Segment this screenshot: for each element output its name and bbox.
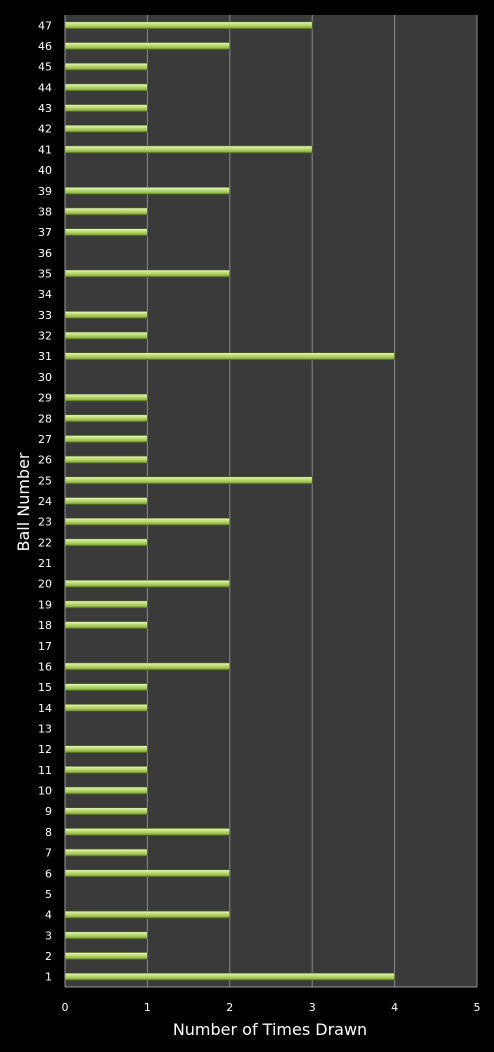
bar xyxy=(64,579,231,588)
bar xyxy=(64,455,148,464)
bar xyxy=(64,476,313,485)
bar xyxy=(64,600,148,609)
bar xyxy=(64,435,148,443)
y-tick-label: 4 xyxy=(45,909,52,922)
y-axis-title: Ball Number xyxy=(14,452,33,551)
bar xyxy=(64,186,231,195)
y-tick-label: 42 xyxy=(38,123,52,136)
x-axis-title: Number of Times Drawn xyxy=(173,1020,367,1039)
bar xyxy=(64,352,395,361)
bar xyxy=(64,869,231,878)
x-tick-labels: 0 1 2 3 4 5 xyxy=(62,1001,481,1014)
bar xyxy=(64,21,313,30)
bar xyxy=(64,848,148,857)
y-tick-label: 31 xyxy=(38,350,52,363)
x-tick-label: 3 xyxy=(309,1001,316,1014)
bar xyxy=(64,104,148,112)
gridlines xyxy=(146,15,478,987)
bar xyxy=(64,538,148,547)
y-tick-label: 23 xyxy=(38,516,52,529)
x-tick-label: 5 xyxy=(474,1001,481,1014)
y-tick-label: 17 xyxy=(38,640,52,653)
y-tick-label: 11 xyxy=(38,764,52,777)
y-tick-label: 22 xyxy=(38,536,52,549)
bar xyxy=(64,972,395,981)
bar xyxy=(64,497,148,505)
y-tick-label: 1 xyxy=(45,971,52,984)
bar xyxy=(64,331,148,340)
y-tick-label: 12 xyxy=(38,743,52,756)
y-tick-label: 2 xyxy=(45,950,52,963)
bar xyxy=(64,807,148,816)
y-tick-label: 32 xyxy=(38,330,52,343)
bar xyxy=(64,745,148,753)
bar xyxy=(64,207,148,216)
y-tick-label: 33 xyxy=(38,309,52,322)
y-tick-label: 46 xyxy=(38,40,52,53)
y-tick-label: 41 xyxy=(38,143,52,156)
bar xyxy=(64,621,148,629)
y-tick-label: 45 xyxy=(38,61,52,74)
bar xyxy=(64,786,148,795)
bars xyxy=(64,21,395,981)
y-tick-label: 44 xyxy=(38,81,52,94)
y-tick-label: 13 xyxy=(38,722,52,735)
y-tick-label: 29 xyxy=(38,392,52,405)
x-tick-label: 4 xyxy=(391,1001,398,1014)
y-tick-label: 38 xyxy=(38,205,52,218)
bar xyxy=(64,662,231,671)
y-tick-label: 37 xyxy=(38,226,52,239)
y-tick-label: 30 xyxy=(38,371,52,384)
y-tick-label: 25 xyxy=(38,474,52,487)
y-tick-label: 36 xyxy=(38,247,52,260)
y-tick-label: 19 xyxy=(38,598,52,611)
bar xyxy=(64,952,148,960)
x-tick-label: 2 xyxy=(226,1001,233,1014)
y-tick-label: 35 xyxy=(38,268,52,281)
y-tick-label: 43 xyxy=(38,102,52,115)
bar xyxy=(64,145,313,154)
bar xyxy=(64,704,148,712)
y-tick-label: 6 xyxy=(45,867,52,880)
y-tick-label: 9 xyxy=(45,805,52,818)
bar xyxy=(64,517,231,526)
y-tick-label: 15 xyxy=(38,681,52,694)
y-tick-label: 18 xyxy=(38,619,52,632)
x-tick-label: 1 xyxy=(144,1001,151,1014)
y-tick-label: 47 xyxy=(38,19,52,32)
y-tick-label: 16 xyxy=(38,660,52,673)
y-tick-labels: 1234567891011121314151617181920212223242… xyxy=(38,19,52,983)
bar xyxy=(64,766,148,774)
y-tick-label: 39 xyxy=(38,185,52,198)
bar xyxy=(64,228,148,236)
y-tick-label: 5 xyxy=(45,888,52,901)
y-tick-label: 40 xyxy=(38,164,52,177)
bar xyxy=(64,42,231,50)
bar xyxy=(64,393,148,402)
y-tick-label: 21 xyxy=(38,557,52,570)
y-tick-label: 8 xyxy=(45,826,52,839)
y-tick-label: 26 xyxy=(38,454,52,467)
x-tick-label: 0 xyxy=(62,1001,69,1014)
bar xyxy=(64,311,148,319)
y-tick-label: 28 xyxy=(38,412,52,425)
y-tick-label: 14 xyxy=(38,702,52,715)
bar xyxy=(64,83,148,92)
y-tick-label: 34 xyxy=(38,288,52,301)
y-tick-label: 20 xyxy=(38,578,52,591)
bar xyxy=(64,269,231,278)
bar xyxy=(64,414,148,423)
bar xyxy=(64,910,231,919)
bar xyxy=(64,124,148,133)
y-tick-label: 27 xyxy=(38,433,52,446)
bar xyxy=(64,828,231,836)
bar xyxy=(64,683,148,691)
bar xyxy=(64,62,148,71)
y-tick-label: 24 xyxy=(38,495,52,508)
y-tick-label: 10 xyxy=(38,785,52,798)
bar xyxy=(64,931,148,940)
y-tick-label: 3 xyxy=(45,929,52,942)
y-tick-label: 7 xyxy=(45,847,52,860)
